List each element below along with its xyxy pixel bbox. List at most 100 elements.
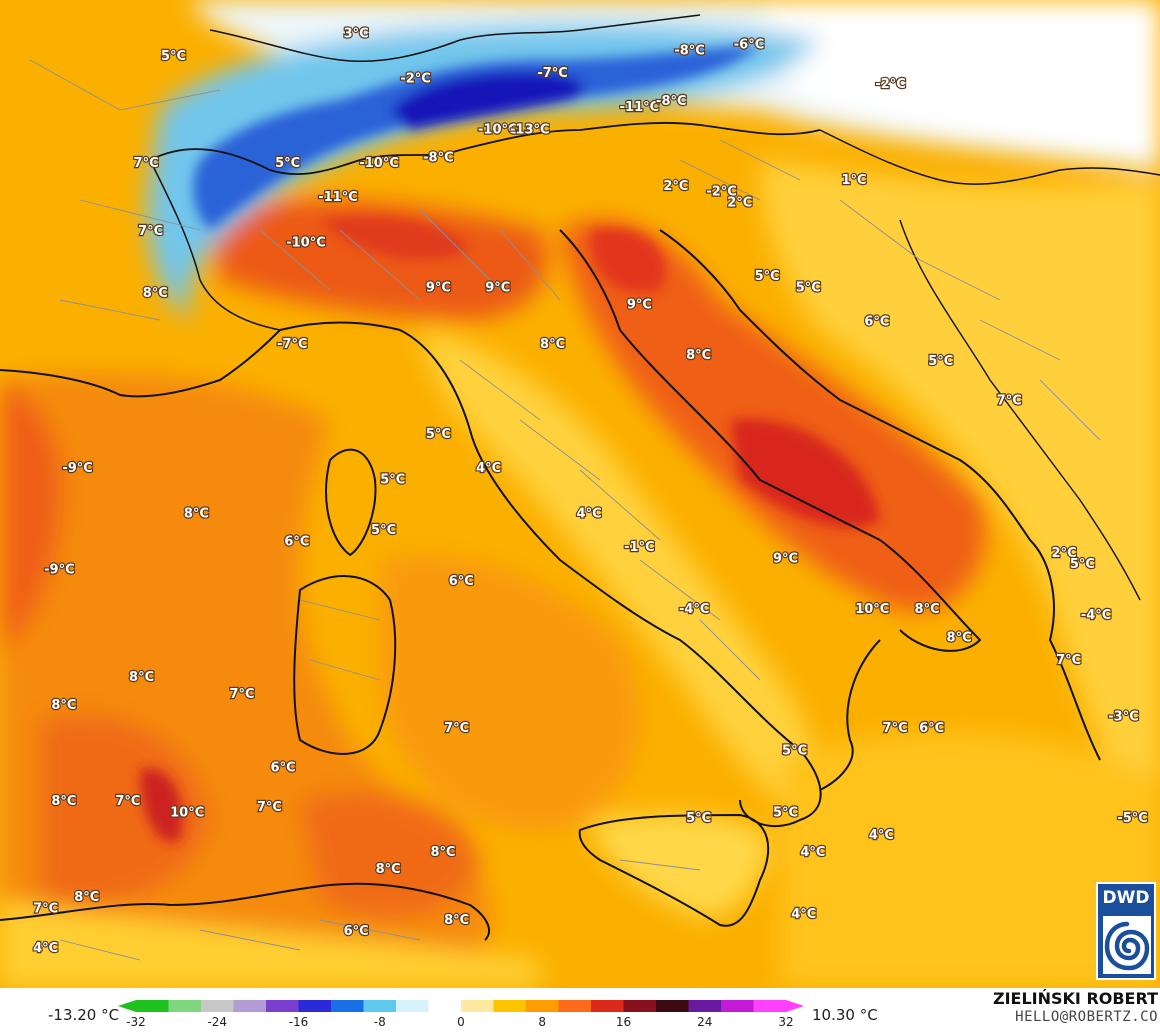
borders-layer [0, 14, 1160, 961]
temperature-label: 8°C [74, 890, 99, 905]
temperature-label: -6°C [734, 38, 764, 53]
colorbar-segment [363, 1000, 397, 1012]
coastline-france-spain [0, 329, 281, 398]
temperature-label: 5°C [371, 523, 396, 538]
temperature-label: -11°C [318, 190, 358, 205]
coastline-sicily [578, 814, 770, 927]
warm-zone-po-valley [210, 199, 548, 320]
temperature-label: 5°C [1070, 557, 1095, 572]
temperature-label: 5°C [782, 743, 807, 758]
temperature-label: 8°C [51, 698, 76, 713]
temperature-label: -11°C [620, 100, 660, 115]
colorbar-segment [168, 1000, 202, 1012]
temperature-label: 6°C [344, 924, 369, 939]
temperature-label: 8°C [444, 913, 469, 928]
temperature-label: -4°C [1081, 608, 1111, 623]
temperature-label: -2°C [400, 72, 430, 87]
colorbar-segment [623, 1000, 657, 1012]
colorbar-max-arrow [786, 1000, 804, 1012]
coastline-balkans [659, 229, 1101, 761]
colorbar-tick-label: 8 [538, 1015, 547, 1029]
temperature-label: -10°C [286, 235, 326, 250]
hot-spot-sardinia-west [140, 768, 183, 842]
temperature-label: -7°C [537, 66, 567, 81]
temperature-label: -10°C [478, 122, 518, 137]
temperature-label: 10°C [170, 806, 204, 821]
temperature-label: 5°C [275, 156, 300, 171]
temperature-map: 3°C5°C-2°C -7°C-8°C -6°C-11°C-8°C-10°C-13°… [0, 0, 1160, 988]
temperature-label: -8°C [423, 151, 453, 166]
temperature-label: 8°C [947, 631, 972, 646]
coastline-italy [279, 229, 981, 828]
temperature-label: 7°C [1056, 653, 1081, 668]
temperature-label: 7°C [229, 687, 254, 702]
temperature-label: -1°C [624, 540, 654, 555]
author-name: ZIELIŃSKI ROBERT [992, 989, 1158, 1008]
hot-zone-southwest [40, 714, 210, 906]
range-min-label: -13.20 °C [48, 1006, 120, 1024]
temperature-label: -4°C [679, 602, 709, 617]
colorbar-segment [233, 1000, 267, 1012]
temperature-label: 6°C [919, 721, 944, 736]
swirl-icon [1103, 916, 1151, 974]
colorbar-segment [396, 1000, 429, 1012]
temperature-label: 4°C [577, 506, 602, 521]
colorbar-segment [753, 1000, 787, 1012]
temperature-label: 8°C [430, 845, 455, 860]
temperature-label: 5°C [773, 806, 798, 821]
temperature-label: -8°C [656, 94, 686, 109]
temperature-label: 8°C [686, 348, 711, 363]
temperature-label: 1°C [841, 173, 866, 188]
border-eastern [819, 129, 1160, 185]
temperature-label: 2°C [1052, 546, 1077, 561]
colorbar-segment [266, 1000, 299, 1012]
colorbar-tick-label: 16 [615, 1015, 632, 1029]
temperature-label: -9°C [62, 461, 92, 476]
temperature-label: -2°C [875, 77, 905, 92]
temperature-label: 2°C [727, 196, 752, 211]
colorbar-tick-label: -32 [126, 1015, 146, 1029]
temperature-label: 9°C [627, 297, 652, 312]
temperature-label: 5°C [161, 49, 186, 64]
colorbar-segment [721, 1000, 754, 1012]
dwd-logo: DWD [1096, 882, 1156, 980]
temperature-label: 8°C [51, 794, 76, 809]
hot-zone-tunisia [300, 792, 480, 917]
temperature-label: 4°C [33, 941, 58, 956]
colorbar [118, 1000, 804, 1012]
temperature-field [0, 0, 1160, 988]
temperature-label: 4°C [476, 461, 501, 476]
hot-spot-po-valley [320, 216, 470, 260]
range-max-label: 10.30 °C [812, 1006, 878, 1024]
temperature-label: 4°C [800, 845, 825, 860]
border-germany [209, 14, 701, 63]
border-alps [149, 122, 821, 176]
admin-lines [29, 59, 1101, 961]
cold-zone-alps-light [147, 23, 821, 320]
colorbar-segment [428, 1000, 462, 1012]
colorbar-segment [201, 1000, 234, 1012]
cool-zone-balkans [760, 160, 1160, 880]
cold-zone-alps-core [193, 45, 760, 230]
coastline-sardinia [293, 575, 397, 755]
hot-spot-north-adriatic [590, 228, 666, 293]
temperature-label: 7°C [134, 156, 159, 171]
temperature-label: -3°C [1108, 710, 1138, 725]
temperature-label: 5°C [426, 427, 451, 442]
cold-zone-alps-peak [390, 71, 585, 130]
colorbar-tick-label: -8 [373, 1015, 386, 1029]
temperature-label: 2°C [663, 179, 688, 194]
cool-zone-sicily [590, 814, 770, 917]
temperature-label: 5°C [796, 280, 821, 295]
cool-zone-italy-spine [420, 330, 818, 820]
temperature-label: 8°C [129, 670, 154, 685]
colorbar-segment [136, 1000, 169, 1012]
temperature-label: 4°C [869, 828, 894, 843]
temperature-label: 6°C [284, 535, 309, 550]
colorbar-tick-label: -16 [288, 1015, 309, 1029]
author-email[interactable]: HELLO@ROBERTZ.CO [1015, 1009, 1158, 1025]
temperature-label: 8°C [540, 337, 565, 352]
temperature-label: 4°C [791, 907, 816, 922]
colorbar-segment [331, 1000, 364, 1012]
dwd-logo-text: DWD [1102, 888, 1150, 908]
